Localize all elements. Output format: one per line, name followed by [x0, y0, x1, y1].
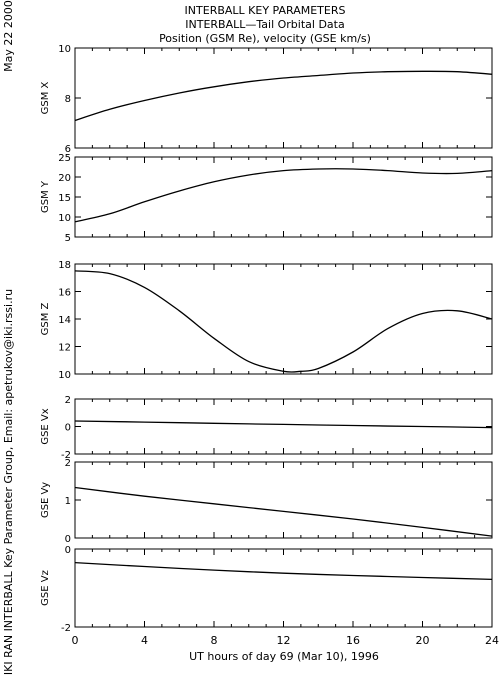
x-tick-label: 0 [72, 634, 79, 647]
series-line-gsm-x [74, 70, 493, 122]
panel-frame [74, 263, 493, 375]
y-tick-label: 0 [65, 423, 71, 434]
y-tick-label: 1 [65, 496, 71, 507]
y-axis-label: GSM Y [40, 180, 51, 213]
series-line-gsm-z [74, 270, 493, 373]
y-tick-label: -2 [61, 623, 71, 634]
y-tick-label: 15 [58, 193, 71, 204]
panel-6: -2 0 GSE Vz [40, 545, 493, 634]
credit-text: IKI RAN INTERBALL Key Parameter Group, E… [2, 289, 15, 675]
y-tick-label: 10 [58, 213, 71, 224]
x-tick-label: 16 [346, 634, 360, 647]
x-tick-label: 24 [485, 634, 499, 647]
y-tick-label: 2 [65, 458, 71, 469]
series-line-gse-vy [74, 486, 493, 537]
y-tick-label: 0 [65, 545, 71, 556]
panel-1: 6 8 10 GSM X [40, 44, 493, 155]
series-line-gse-vx [74, 420, 493, 429]
y-axis-label: GSE Vz [40, 570, 51, 606]
y-tick-label: 10 [58, 370, 71, 381]
y-tick-label: 20 [58, 173, 71, 184]
y-axis-label: GSM Z [40, 302, 51, 335]
y-axis-label: GSE Vy [40, 482, 51, 518]
y-tick-label: -2 [61, 450, 71, 461]
panel-4: -2 0 2 GSE Vx [40, 395, 493, 461]
x-tick-label: 12 [277, 634, 291, 647]
panel-frame [74, 47, 493, 149]
y-tick-label: 0 [65, 534, 71, 545]
y-tick-label: 6 [65, 144, 71, 155]
y-tick-label: 10 [58, 44, 71, 55]
plot-date: May 22 2000 [2, 0, 15, 72]
series-line-gse-vz [74, 561, 493, 581]
y-tick-label: 16 [58, 288, 71, 299]
chart-title: INTERBALL KEY PARAMETERS [185, 4, 346, 17]
panel-5: 0 1 2 GSE Vy [40, 458, 493, 545]
chart-subtitle: INTERBALL—Tail Orbital Data [185, 18, 344, 31]
x-tick-label: 8 [211, 634, 218, 647]
y-axis-label: GSE Vx [40, 408, 51, 444]
x-tick-label: 20 [416, 634, 430, 647]
y-tick-label: 14 [58, 315, 71, 326]
y-tick-label: 8 [65, 94, 71, 105]
x-axis-label: UT hours of day 69 (Mar 10), 1996 [189, 650, 379, 663]
y-tick-label: 18 [58, 260, 71, 271]
y-axis-label: GSM X [40, 81, 51, 114]
panel-3: 10 12 14 16 18 GSM Z [40, 260, 493, 381]
panel-frame [74, 461, 493, 539]
series-line-gsm-y [74, 168, 493, 223]
y-tick-label: 12 [58, 343, 71, 354]
chart-units: Position (GSM Re), velocity (GSE km/s) [159, 32, 371, 45]
y-tick-label: 25 [58, 153, 71, 164]
panel-frame [74, 548, 493, 628]
panel-2: 5 10 15 20 25 GSM Y [40, 153, 493, 244]
y-tick-label: 2 [65, 395, 71, 406]
panel-frame [74, 156, 493, 238]
x-tick-label: 4 [141, 634, 148, 647]
y-tick-label: 5 [65, 233, 71, 244]
